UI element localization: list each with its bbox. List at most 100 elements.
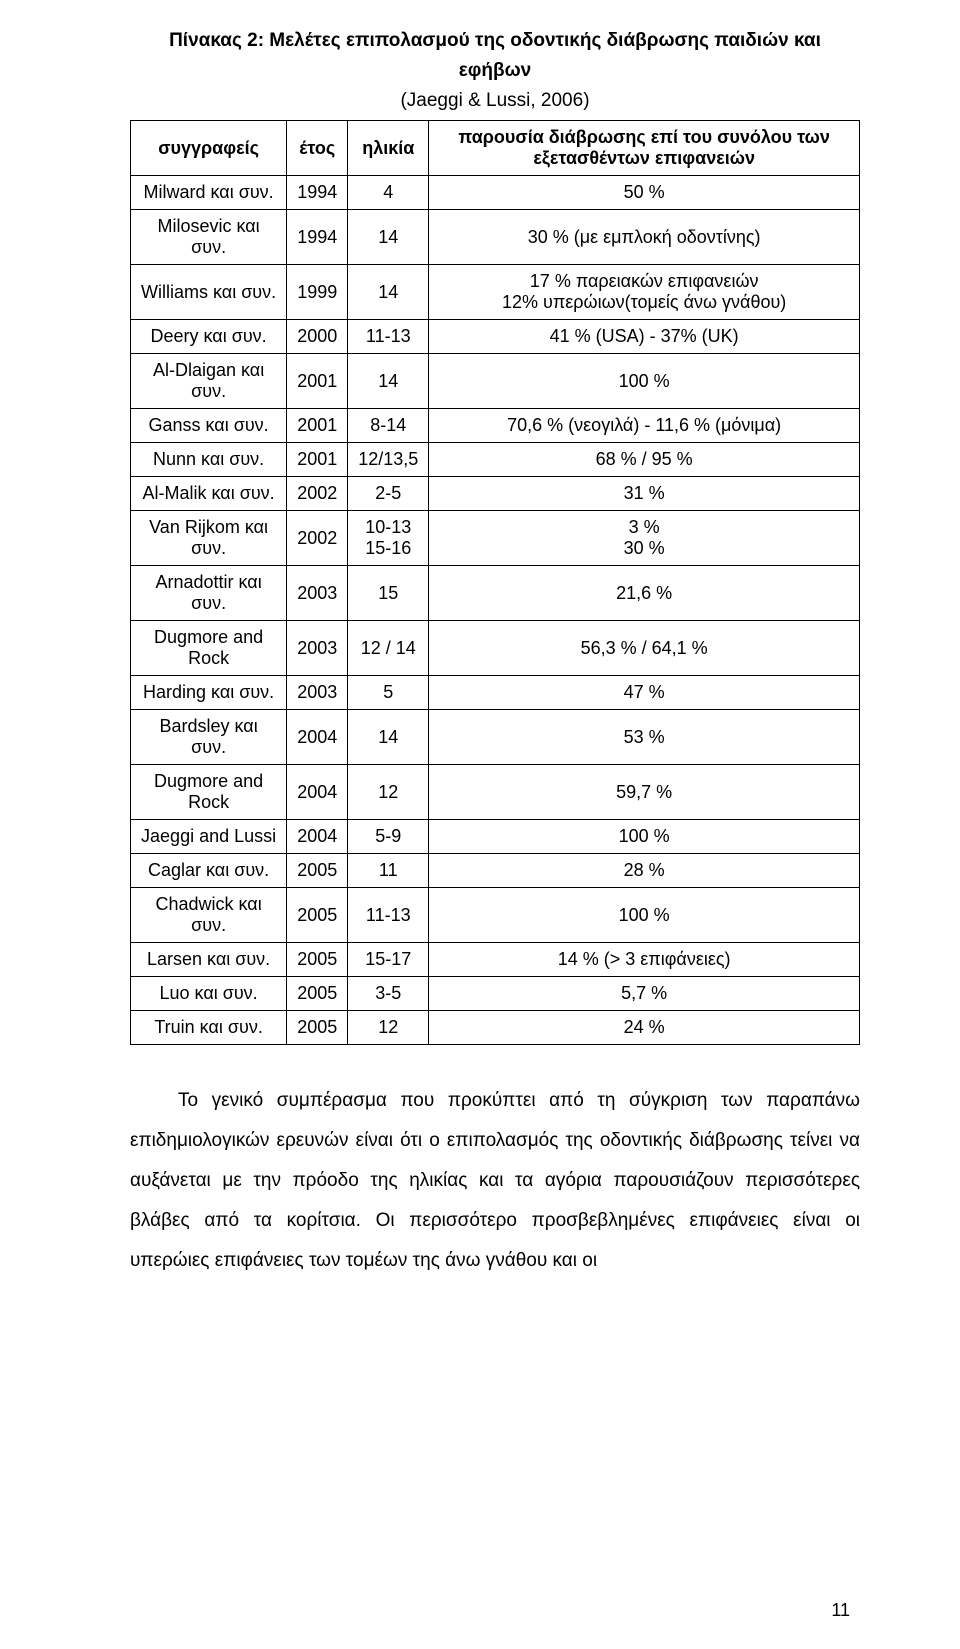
table-row: Truin και συν.20051224 % (131, 1011, 860, 1045)
table-cell: 2-5 (348, 477, 429, 511)
table-cell: 2005 (287, 888, 348, 943)
table-row: Arnadottir και συν.20031521,6 % (131, 566, 860, 621)
table-row: Jaeggi and Lussi20045-9100 % (131, 820, 860, 854)
table-row: Deery και συν.200011-1341 % (USA) - 37% … (131, 320, 860, 354)
table-cell: Dugmore and Rock (131, 621, 287, 676)
table-cell: Chadwick και συν. (131, 888, 287, 943)
table-cell: 12 (348, 765, 429, 820)
table-cell: 5-9 (348, 820, 429, 854)
table-cell: 59,7 % (429, 765, 860, 820)
table-cell: 14 (348, 710, 429, 765)
table-cell: 28 % (429, 854, 860, 888)
table-cell: 12 (348, 1011, 429, 1045)
table-row: Harding και συν.2003547 % (131, 676, 860, 710)
table-cell: Arnadottir και συν. (131, 566, 287, 621)
table-cell: Bardsley και συν. (131, 710, 287, 765)
table-cell: Ganss και συν. (131, 409, 287, 443)
table-cell: 4 (348, 176, 429, 210)
col-authors: συγγραφείς (131, 121, 287, 176)
table-cell: 14 (348, 265, 429, 320)
table-cell: Truin και συν. (131, 1011, 287, 1045)
table-cell: 56,3 % / 64,1 % (429, 621, 860, 676)
table-cell: 5 (348, 676, 429, 710)
table-row: Milosevic και συν.19941430 % (με εμπλοκή… (131, 210, 860, 265)
table-row: Dugmore and Rock20041259,7 % (131, 765, 860, 820)
page-number: 11 (831, 1600, 850, 1621)
table-cell: Luo και συν. (131, 977, 287, 1011)
table-cell: 100 % (429, 354, 860, 409)
table-cell: Dugmore and Rock (131, 765, 287, 820)
table-cell: Van Rijkom και συν. (131, 511, 287, 566)
table-cell: 70,6 % (νεογιλά) - 11,6 % (μόνιμα) (429, 409, 860, 443)
col-year: έτος (287, 121, 348, 176)
table-cell: 47 % (429, 676, 860, 710)
table-cell: 2005 (287, 854, 348, 888)
table-cell: 2004 (287, 765, 348, 820)
table-cell: 3 %30 % (429, 511, 860, 566)
table-cell: Caglar και συν. (131, 854, 287, 888)
table-cell: 2004 (287, 710, 348, 765)
table-cell: 12/13,5 (348, 443, 429, 477)
table-row: Ganss και συν.20018-1470,6 % (νεογιλά) -… (131, 409, 860, 443)
table-row: Chadwick και συν.200511-13100 % (131, 888, 860, 943)
table-cell: 11-13 (348, 888, 429, 943)
title-line1: Πίνακας 2: Μελέτες επιπολασμού της οδοντ… (130, 30, 860, 52)
table-row: Milward και συν.1994450 % (131, 176, 860, 210)
table-cell: 2004 (287, 820, 348, 854)
table-cell: Williams και συν. (131, 265, 287, 320)
table-cell: 2003 (287, 621, 348, 676)
table-row: Dugmore and Rock200312 / 1456,3 % / 64,1… (131, 621, 860, 676)
table-cell: 14 (348, 210, 429, 265)
table-cell: 1994 (287, 210, 348, 265)
table-cell: 2005 (287, 943, 348, 977)
studies-table: συγγραφείς έτος ηλικία παρουσία διάβρωση… (130, 120, 860, 1045)
table-cell: 41 % (USA) - 37% (UK) (429, 320, 860, 354)
table-header-row: συγγραφείς έτος ηλικία παρουσία διάβρωση… (131, 121, 860, 176)
table-cell: Larsen και συν. (131, 943, 287, 977)
table-cell: 53 % (429, 710, 860, 765)
table-cell: 2003 (287, 676, 348, 710)
table-cell: 2002 (287, 511, 348, 566)
table-cell: Milward και συν. (131, 176, 287, 210)
subtitle: (Jaeggi & Lussi, 2006) (130, 90, 860, 112)
table-cell: Deery και συν. (131, 320, 287, 354)
table-cell: 31 % (429, 477, 860, 511)
table-cell: 2001 (287, 354, 348, 409)
table-cell: 2003 (287, 566, 348, 621)
table-row: Van Rijkom και συν.200210-1315-163 %30 % (131, 511, 860, 566)
table-cell: Harding και συν. (131, 676, 287, 710)
table-cell: 100 % (429, 820, 860, 854)
table-row: Nunn και συν.200112/13,568 % / 95 % (131, 443, 860, 477)
table-cell: 11 (348, 854, 429, 888)
table-cell: 21,6 % (429, 566, 860, 621)
table-cell: 8-14 (348, 409, 429, 443)
table-row: Larsen και συν.200515-1714 % (> 3 επιφάν… (131, 943, 860, 977)
table-cell: 14 % (> 3 επιφάνειες) (429, 943, 860, 977)
table-cell: 2005 (287, 1011, 348, 1045)
table-cell: 15 (348, 566, 429, 621)
table-row: Williams και συν.19991417 % παρειακών επ… (131, 265, 860, 320)
table-cell: 24 % (429, 1011, 860, 1045)
table-cell: 5,7 % (429, 977, 860, 1011)
table-cell: 2000 (287, 320, 348, 354)
table-cell: Al-Dlaigan και συν. (131, 354, 287, 409)
table-cell: 12 / 14 (348, 621, 429, 676)
col-age: ηλικία (348, 121, 429, 176)
title-line2: εφήβων (130, 60, 860, 82)
table-cell: 2005 (287, 977, 348, 1011)
table-row: Caglar και συν.20051128 % (131, 854, 860, 888)
table-cell: 14 (348, 354, 429, 409)
table-cell: 2001 (287, 409, 348, 443)
table-cell: 2002 (287, 477, 348, 511)
table-cell: 2001 (287, 443, 348, 477)
table-cell: 3-5 (348, 977, 429, 1011)
table-cell: 17 % παρειακών επιφανειών12% υπερώιων(το… (429, 265, 860, 320)
table-cell: 30 % (με εμπλοκή οδοντίνης) (429, 210, 860, 265)
table-cell: 1999 (287, 265, 348, 320)
table-cell: Al-Malik και συν. (131, 477, 287, 511)
table-cell: 100 % (429, 888, 860, 943)
table-cell: 1994 (287, 176, 348, 210)
col-presence: παρουσία διάβρωσης επί του συνόλου των ε… (429, 121, 860, 176)
table-row: Al-Malik και συν.20022-531 % (131, 477, 860, 511)
page: Πίνακας 2: Μελέτες επιπολασμού της οδοντ… (0, 0, 960, 1649)
